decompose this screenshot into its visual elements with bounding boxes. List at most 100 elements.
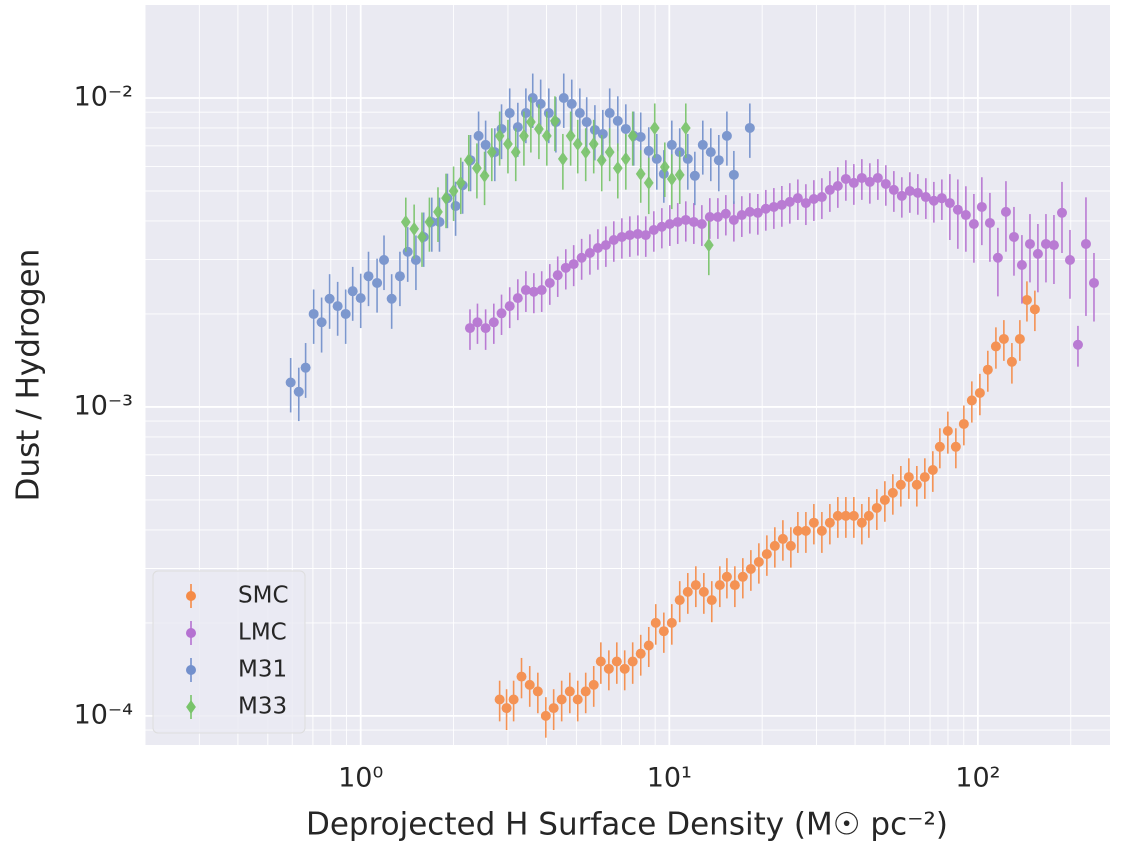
marker [911,479,922,490]
marker [441,191,451,206]
marker [627,128,638,143]
marker [503,136,513,151]
marker [572,694,583,705]
marker [616,231,627,242]
marker [1080,238,1091,249]
marker [536,285,547,296]
marker [472,317,483,328]
marker [912,187,923,198]
x-axis-label: Deprojected H Surface Density (M☉ pc⁻²) [306,807,948,843]
marker [417,229,427,244]
marker [588,679,599,690]
legend-box [152,570,306,734]
marker [697,139,708,150]
marker [332,301,343,312]
marker [968,218,979,229]
marker [355,293,366,304]
marker [386,293,397,304]
marker [540,710,551,721]
marker [840,510,851,521]
marker [649,120,660,135]
marker [510,145,521,160]
marker [541,128,552,143]
marker [808,194,819,205]
marker [424,214,435,229]
marker [840,173,851,184]
y-axis-label: Dust / Hydrogen [11,249,47,502]
marker [620,123,631,134]
marker [705,147,716,158]
marker [557,151,568,166]
marker [402,246,413,257]
marker [564,686,575,697]
marker [635,131,646,142]
marker [186,665,196,675]
marker [612,115,623,126]
marker [952,204,963,215]
marker [1014,333,1025,344]
marker [666,171,677,186]
marker [696,218,707,229]
marker [864,176,875,187]
marker [558,93,569,104]
marker [504,108,515,119]
marker [186,628,196,638]
marker [379,254,390,265]
marker [800,198,811,209]
marker [479,168,490,183]
marker [433,204,443,219]
y-tick-label: 10⁻² [74,82,133,113]
marker [720,208,731,219]
marker [635,648,646,659]
marker [576,252,587,263]
marker [501,703,512,714]
marker [1021,294,1032,305]
marker [688,216,699,227]
y-tick-label: 10⁻⁴ [74,699,133,730]
legend-label: M31 [238,657,287,683]
marker [473,130,484,141]
marker [604,108,615,119]
marks [285,73,1099,738]
marker [508,694,519,705]
marker [535,98,546,109]
marker [372,277,383,288]
marker [434,216,445,227]
marker [1024,238,1035,249]
marker [512,122,523,133]
marker [903,472,914,483]
marker [928,195,939,206]
marker [753,556,764,567]
marker [394,271,405,282]
marker [1072,339,1083,350]
marker [682,153,693,164]
marker [816,192,827,203]
marker [1056,207,1067,218]
marker [703,238,714,253]
marker [728,169,739,180]
marker [285,377,296,388]
marker [792,193,803,204]
marker [316,317,327,328]
marker [712,211,723,222]
marker [721,571,732,582]
marker [992,252,1003,263]
marker [544,277,555,288]
marker [525,115,536,130]
marker [410,254,421,265]
marker [556,694,567,705]
marker [608,235,619,246]
marker [680,120,691,135]
marker [682,586,693,597]
marker [674,167,685,182]
marker [580,145,591,160]
marker [603,663,614,674]
labels: 10⁰ 10¹ 10² 10⁻⁴ 10⁻³ 10⁻² [74,82,1001,794]
marker [643,175,654,190]
marker [728,214,739,225]
marker [784,196,795,207]
marker [706,595,717,606]
marker [761,549,772,560]
marker [920,192,931,203]
legend-label: SMC [238,583,289,609]
